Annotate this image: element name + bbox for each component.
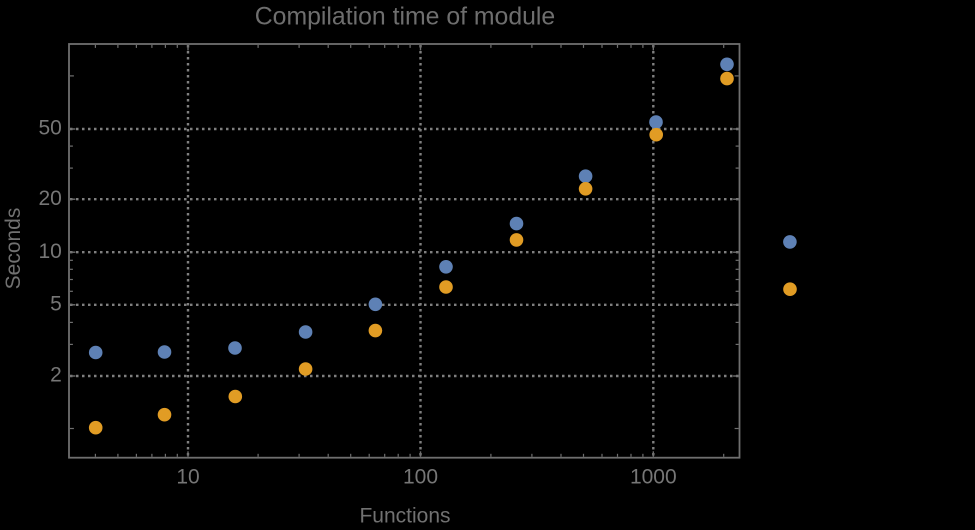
svg-text:100: 100 [403, 466, 438, 489]
svg-text:1000: 1000 [630, 466, 677, 489]
svg-text:5: 5 [50, 292, 62, 315]
svg-text:50: 50 [38, 117, 61, 140]
svg-text:10: 10 [176, 466, 199, 489]
svg-text:Seconds: Seconds [2, 208, 25, 290]
svg-text:2: 2 [50, 364, 62, 387]
svg-text:Compilation time of module: Compilation time of module [255, 3, 555, 30]
svg-text:Functions: Functions [359, 504, 450, 525]
svg-text:10: 10 [38, 240, 61, 263]
svg-text:20: 20 [38, 187, 61, 210]
